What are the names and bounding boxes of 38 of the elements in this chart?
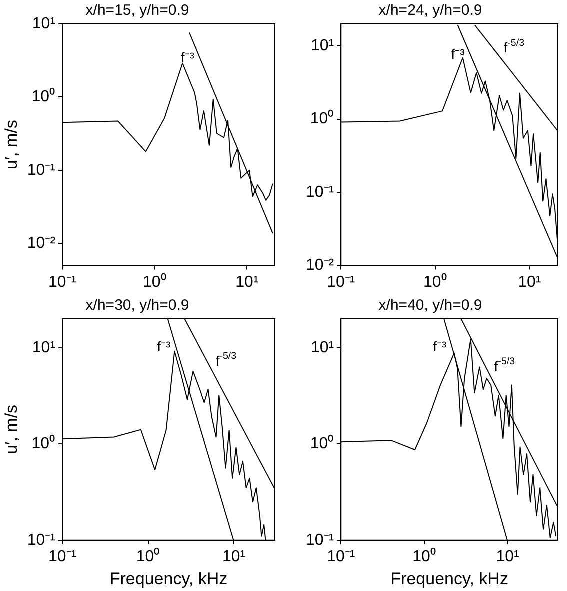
x-tick-label: 10⁻¹ [327,274,356,291]
x-tick-label: 10⁻¹ [327,548,356,566]
y-tick-label: 10⁻¹ [27,162,56,179]
series-label: f⁻³ [451,46,466,62]
y-tick-label: 10⁰ [310,434,334,453]
x-tick-label: 10⁻¹ [48,274,77,291]
y-tick-label: 10¹ [311,339,334,356]
x-tick-label: 10⁰ [412,547,436,566]
x-tick-label: 10⁰ [136,547,160,566]
y-tick-label: 10⁰ [32,88,56,106]
x-tick-label: 10¹ [518,274,542,291]
y-tick-label: 10⁻² [306,257,335,274]
y-tick-label: 10¹ [32,339,56,356]
y-tick-label: 10⁰ [32,434,56,453]
y-tick-label: 10⁻¹ [306,532,334,549]
x-axis-title: Frequency, kHz [390,569,508,588]
series-label: f⁻³ [433,338,448,354]
series-label: f⁻³ [157,338,172,354]
chart-title: x/h=40, y/h=0.9 [378,297,482,314]
chart-title: x/h=30, y/h=0.9 [86,297,190,314]
chart-title: x/h=24, y/h=0.9 [378,2,482,20]
y-tick-label: 10⁻¹ [27,532,56,549]
y-axis-title: u′, m/s [2,404,21,454]
y-axis-title: u′, m/s [2,120,21,170]
x-tick-label: 10⁻¹ [48,548,77,566]
y-tick-label: 10⁰ [310,110,334,128]
chart-title: x/h=15, y/h=0.9 [86,2,190,20]
x-axis-title: Frequency, kHz [110,569,228,588]
y-tick-label: 10⁻² [27,235,56,252]
x-tick-label: 10¹ [496,548,520,566]
y-tick-label: 10⁻¹ [306,184,334,201]
y-tick-label: 10¹ [32,15,56,32]
x-tick-label: 10⁰ [423,272,448,291]
series-label: f⁻³ [180,50,195,66]
x-tick-label: 10¹ [222,548,246,566]
x-tick-label: 10¹ [236,274,259,291]
y-tick-label: 10¹ [311,37,334,54]
x-tick-label: 10⁰ [142,272,167,291]
